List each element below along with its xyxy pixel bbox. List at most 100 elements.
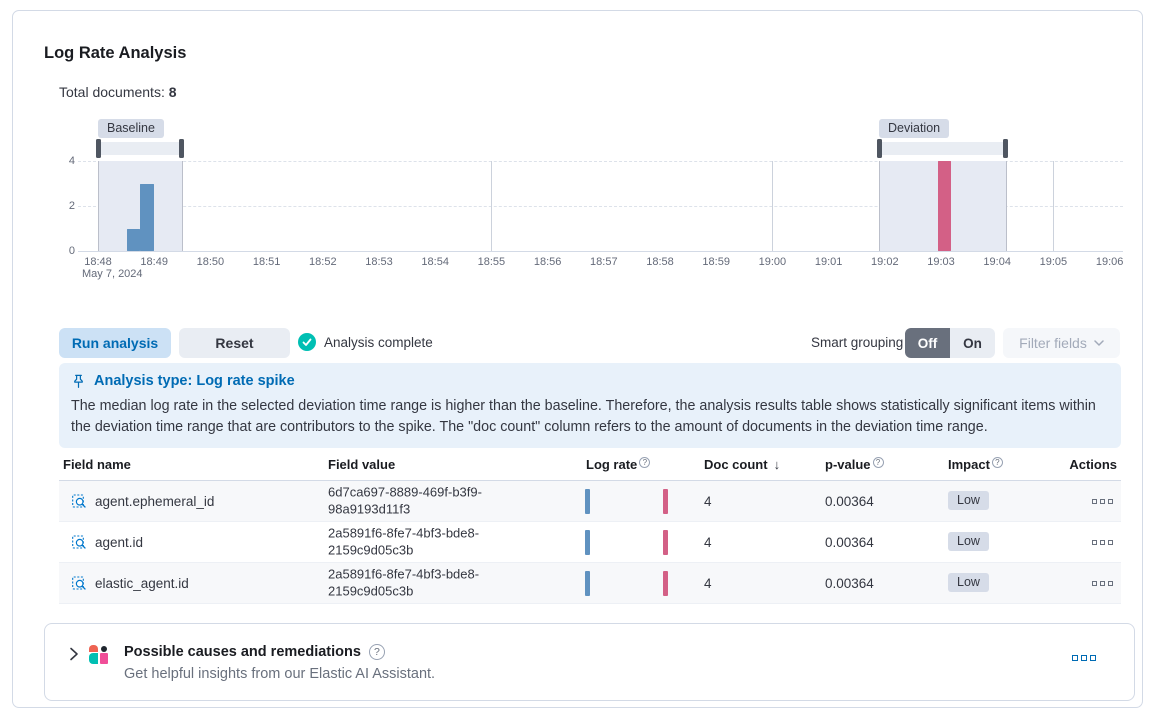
x-tick-label: 18:59 bbox=[702, 256, 730, 268]
log-rate-deviation-bar bbox=[663, 571, 668, 596]
run-analysis-button[interactable]: Run analysis bbox=[59, 328, 171, 358]
x-tick-label: 19:02 bbox=[871, 256, 899, 268]
baseline-brush-left-handle[interactable] bbox=[96, 139, 101, 158]
field-value: 6d7ca697-8889-469f-b3f9-98a9193d11f3 bbox=[328, 484, 482, 517]
field-value: 2a5891f6-8fe7-4bf3-bde8-2159c9d05c3b bbox=[328, 525, 480, 558]
log-rate-baseline-bar bbox=[585, 571, 590, 596]
deviation-brush-left-handle[interactable] bbox=[877, 139, 882, 158]
field-name: agent.ephemeral_id bbox=[95, 494, 215, 509]
field-name: elastic_agent.id bbox=[95, 576, 189, 591]
smart-grouping-toggle: Off On bbox=[905, 328, 995, 358]
vertical-gridline bbox=[1053, 161, 1055, 251]
x-tick-label: 18:50 bbox=[196, 256, 225, 268]
field-search-icon[interactable] bbox=[71, 534, 87, 550]
x-tick-label: 19:05 bbox=[1039, 256, 1068, 268]
causes-subtitle: Get helpful insights from our Elastic AI… bbox=[124, 666, 436, 682]
x-tick-label: 19:01 bbox=[814, 256, 843, 268]
analysis-status-label: Analysis complete bbox=[324, 334, 433, 350]
deviation-brush-right-handle[interactable] bbox=[1003, 139, 1008, 158]
info-icon: ? bbox=[872, 457, 884, 468]
smart-grouping-label: Smart grouping bbox=[811, 335, 904, 350]
causes-title: Possible causes and remediations bbox=[124, 644, 361, 660]
analysis-status: Analysis complete bbox=[298, 333, 433, 351]
log-rate-deviation-bar bbox=[663, 530, 668, 555]
header-field-value: Field value bbox=[328, 457, 396, 472]
y-tick-label: 0 bbox=[68, 245, 75, 257]
header-impact: Impact? bbox=[948, 457, 1003, 472]
table-row: agent.id 2a5891f6-8fe7-4bf3-bde8-2159c9d… bbox=[59, 522, 1121, 563]
analysis-results-table: Field name Field value Log rate? Doc cou… bbox=[59, 457, 1121, 604]
x-tick-label: 18:49 bbox=[140, 256, 168, 268]
p-value: 0.00364 bbox=[825, 535, 874, 550]
elastic-ai-assistant-icon bbox=[89, 645, 109, 665]
p-value: 0.00364 bbox=[825, 494, 874, 509]
baseline-badge: Baseline bbox=[98, 119, 164, 138]
x-tick-label: 19:06 bbox=[1095, 256, 1124, 268]
document-count-chart: Baseline Deviation 4 2 0 18:48 18:49 18:50 18… bbox=[13, 111, 1155, 289]
field-search-icon[interactable] bbox=[71, 575, 87, 591]
table-row: elastic_agent.id 2a5891f6-8fe7-4bf3-bde8… bbox=[59, 563, 1121, 604]
causes-actions-icon[interactable] bbox=[1072, 655, 1096, 661]
header-doc-count[interactable]: Doc count ↓ bbox=[704, 457, 781, 472]
callout-title: Analysis type: Log rate spike bbox=[94, 373, 295, 389]
header-actions: Actions bbox=[1069, 457, 1117, 472]
histogram-bar-baseline bbox=[126, 228, 140, 251]
deviation-brush[interactable] bbox=[879, 142, 1007, 155]
x-axis-date-label: May 7, 2024 bbox=[82, 268, 143, 280]
impact-badge: Low bbox=[948, 491, 989, 510]
field-name: agent.id bbox=[95, 535, 144, 550]
page-title: Log Rate Analysis bbox=[44, 44, 187, 62]
pin-icon bbox=[74, 374, 83, 388]
doc-count: 4 bbox=[704, 535, 712, 550]
gridline-y4 bbox=[78, 161, 1123, 162]
x-tick-label: 18:54 bbox=[421, 256, 449, 268]
smart-grouping-off[interactable]: Off bbox=[905, 328, 950, 358]
info-icon: ? bbox=[991, 457, 1003, 468]
log-rate-baseline-bar bbox=[585, 530, 590, 555]
vertical-gridline bbox=[491, 161, 493, 251]
row-actions-icon[interactable] bbox=[1092, 563, 1113, 604]
sort-desc-icon: ↓ bbox=[773, 457, 781, 472]
check-icon bbox=[298, 333, 316, 351]
y-tick-label: 2 bbox=[68, 200, 75, 212]
possible-causes-panel[interactable]: Possible causes and remediations ? Get h… bbox=[44, 623, 1135, 701]
log-rate-analysis-panel: Log Rate Analysis Total documents: 8 Bas… bbox=[12, 10, 1143, 708]
baseline-brush-right-handle[interactable] bbox=[179, 139, 184, 158]
x-tick-label: 18:58 bbox=[646, 256, 674, 268]
x-tick-label: 19:00 bbox=[758, 256, 787, 268]
x-tick-label: 18:48 bbox=[84, 256, 112, 268]
chevron-right-icon[interactable] bbox=[66, 646, 82, 662]
log-rate-baseline-bar bbox=[585, 489, 590, 514]
filter-fields-button[interactable]: Filter fields bbox=[1003, 328, 1120, 358]
x-tick-label: 18:57 bbox=[590, 256, 618, 268]
header-p-value: p-value? bbox=[825, 457, 884, 472]
question-circle-icon: ? bbox=[368, 644, 385, 660]
deviation-badge: Deviation bbox=[879, 119, 950, 138]
log-rate-deviation-bar bbox=[663, 489, 668, 514]
field-search-icon[interactable] bbox=[71, 493, 87, 509]
doc-count: 4 bbox=[704, 494, 712, 509]
reset-button[interactable]: Reset bbox=[179, 328, 290, 358]
info-icon: ? bbox=[639, 457, 651, 468]
impact-badge: Low bbox=[948, 532, 989, 551]
x-tick-label: 18:53 bbox=[365, 256, 393, 268]
x-tick-label: 19:03 bbox=[927, 256, 955, 268]
smart-grouping-on[interactable]: On bbox=[950, 328, 995, 358]
chevron-down-icon bbox=[1094, 340, 1104, 346]
x-tick-label: 18:52 bbox=[309, 256, 337, 268]
row-actions-icon[interactable] bbox=[1092, 522, 1113, 563]
vertical-gridline bbox=[772, 161, 774, 251]
row-actions-icon[interactable] bbox=[1092, 481, 1113, 522]
y-tick-label: 4 bbox=[68, 155, 75, 167]
callout-body: The median log rate in the selected devi… bbox=[71, 398, 1096, 435]
x-axis-line bbox=[78, 251, 1123, 252]
total-documents-value: 8 bbox=[168, 84, 177, 100]
baseline-brush[interactable] bbox=[98, 142, 183, 155]
p-value: 0.00364 bbox=[825, 576, 874, 591]
total-documents-label: Total documents: bbox=[59, 84, 165, 100]
x-tick-label: 18:56 bbox=[533, 256, 562, 268]
doc-count: 4 bbox=[704, 576, 712, 591]
total-documents: Total documents: 8 bbox=[59, 84, 177, 100]
header-log-rate: Log rate? bbox=[586, 457, 651, 472]
x-tick-label: 18:55 bbox=[477, 256, 506, 268]
